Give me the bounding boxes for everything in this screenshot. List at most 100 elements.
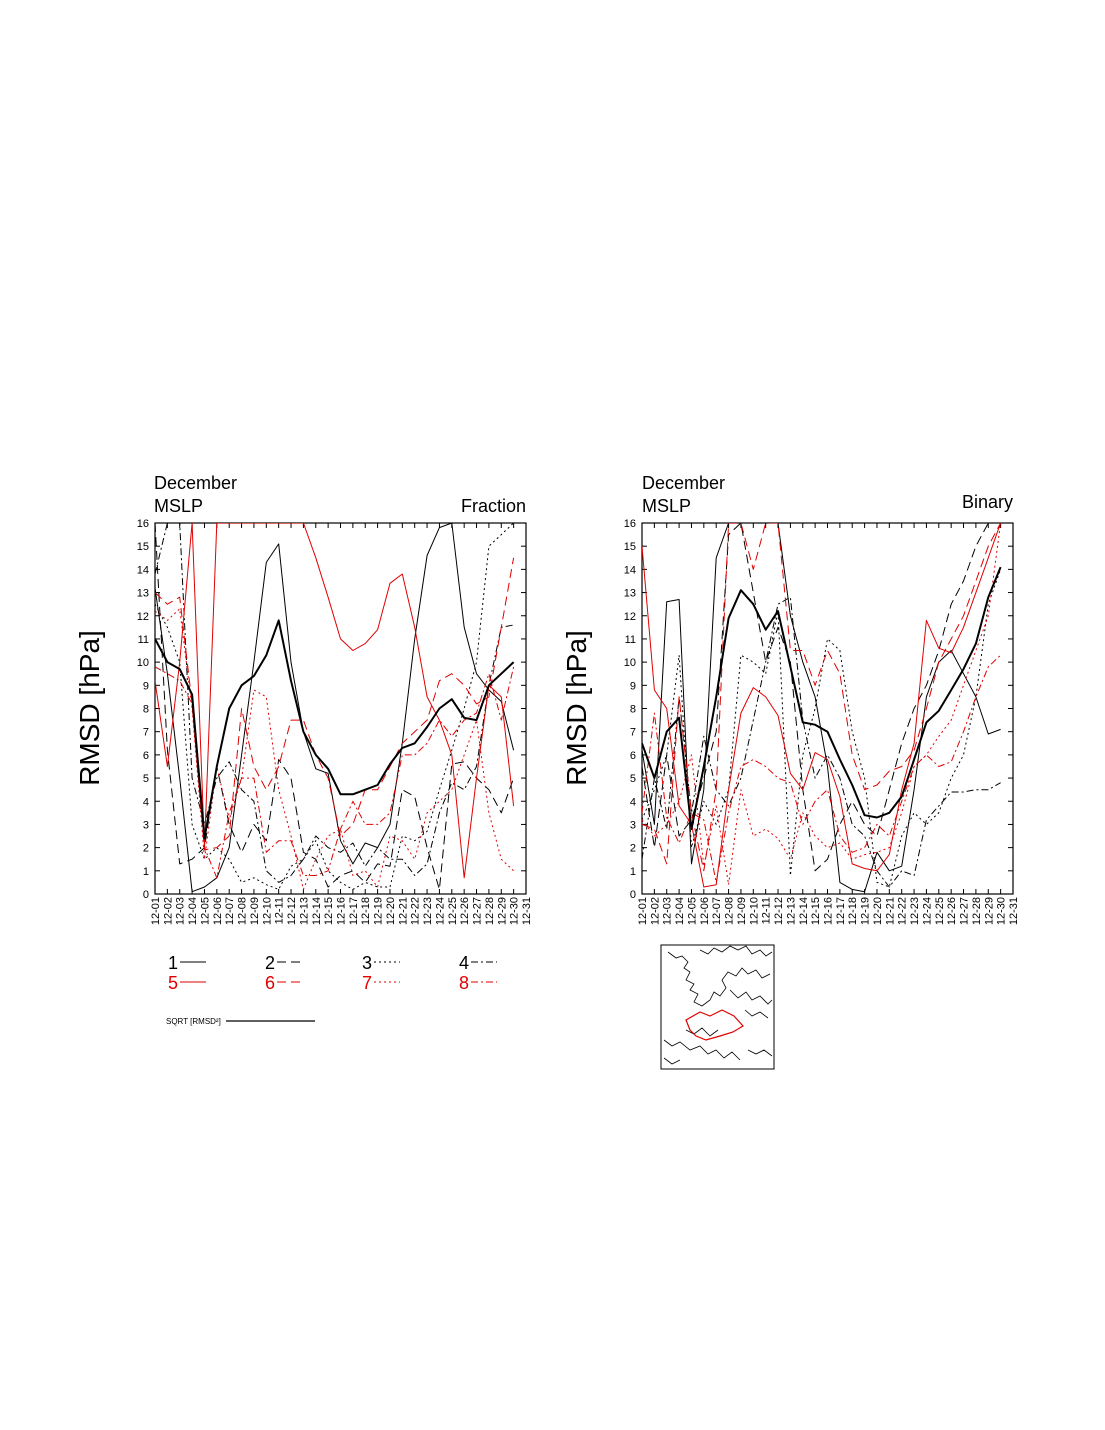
right-series-2 — [642, 523, 1001, 872]
region-map-inset — [660, 944, 775, 1070]
left-series-5 — [155, 523, 515, 879]
legend-label-5: 5 — [168, 973, 178, 993]
left-y-tick-label: 7 — [143, 727, 149, 739]
left-x-tick-label: 12-13 — [298, 897, 310, 925]
left-x-tick-label: 12-20 — [385, 897, 397, 925]
left-y-tick-label: 15 — [137, 541, 149, 553]
left-y-tick-label: 8 — [143, 704, 149, 716]
right-y-tick-label: 5 — [630, 773, 636, 785]
left-x-tick-label: 12-01 — [150, 897, 162, 925]
map-frame — [660, 944, 775, 1070]
right-title-line1: December — [642, 473, 725, 493]
right-x-tick-label: 12-25 — [934, 897, 946, 925]
legend-label-3: 3 — [362, 953, 372, 973]
left-x-tick-label: 12-29 — [496, 897, 508, 925]
left-series-3 — [155, 523, 514, 890]
right-x-tick-label: 12-15 — [810, 897, 822, 925]
right-y-tick-label: 0 — [630, 889, 636, 901]
right-x-tick-label: 12-27 — [959, 897, 971, 925]
right-x-tick-label: 12-21 — [884, 897, 896, 925]
right-plot-frame — [641, 522, 1014, 895]
left-y-axis-label: RMSD [hPa] — [74, 630, 105, 786]
right-series-1 — [642, 523, 1001, 893]
right-series-7 — [642, 523, 1002, 886]
right-x-tick-label: 12-17 — [835, 897, 847, 925]
left-x-tick-label: 12-04 — [187, 897, 199, 925]
right-y-tick-label: 3 — [630, 819, 636, 831]
legend-label-7: 7 — [362, 973, 372, 993]
left-x-tick-label: 12-27 — [472, 897, 484, 925]
left-y-tick-label: 2 — [143, 843, 149, 855]
left-x-tick-label: 12-21 — [397, 897, 409, 925]
right-series-5 — [642, 523, 1002, 888]
left-x-tick-label: 12-24 — [434, 897, 446, 925]
right-x-tick-label: 12-19 — [860, 897, 872, 925]
right-x-tick-label: 12-05 — [686, 897, 698, 925]
legend-label-6: 6 — [265, 973, 275, 993]
left-y-tick-label: 12 — [137, 611, 149, 623]
right-x-tick-label: 12-10 — [748, 897, 760, 925]
left-y-tick-label: 16 — [137, 518, 149, 530]
left-title-right: Fraction — [461, 496, 526, 516]
sqrt-legend-label: SQRT [RMSD²] — [166, 1017, 221, 1026]
right-x-tick-label: 12-02 — [649, 897, 661, 925]
right-title-right: Binary — [962, 492, 1013, 512]
right-x-tick-label: 12-04 — [674, 897, 686, 925]
right-y-tick-label: 6 — [630, 750, 636, 762]
right-y-tick-label: 10 — [624, 657, 636, 669]
right-y-tick-label: 14 — [624, 564, 636, 576]
right-x-tick-label: 12-14 — [798, 897, 810, 925]
left-series-sqrt-rmsd — [155, 619, 515, 840]
right-y-tick-label: 1 — [630, 866, 636, 878]
left-title-line1: December — [154, 473, 237, 493]
left-y-tick-label: 10 — [137, 657, 149, 669]
right-y-tick-label: 4 — [630, 796, 636, 808]
left-x-tick-label: 12-03 — [175, 897, 187, 925]
legend-label-1: 1 — [168, 953, 178, 973]
left-y-tick-label: 4 — [143, 796, 149, 808]
left-x-tick-label: 12-15 — [323, 897, 335, 925]
right-x-tick-label: 12-12 — [773, 897, 785, 925]
right-y-tick-label: 8 — [630, 704, 636, 716]
right-y-axis-label: RMSD [hPa] — [561, 630, 592, 786]
legend-label-2: 2 — [265, 953, 275, 973]
right-x-tick-label: 12-03 — [662, 897, 674, 925]
left-series-7 — [155, 608, 514, 890]
map-coastline — [663, 945, 773, 1065]
right-x-tick-label: 12-08 — [724, 897, 736, 925]
left-y-tick-label: 9 — [143, 680, 149, 692]
left-x-tick-label: 12-02 — [162, 897, 174, 925]
right-x-tick-label: 12-06 — [699, 897, 711, 925]
right-series-4 — [642, 596, 1001, 888]
left-y-tick-label: 14 — [137, 564, 149, 576]
right-x-tick-label: 12-07 — [711, 897, 723, 925]
right-x-tick-label: 12-31 — [1008, 897, 1020, 925]
right-x-tick-label: 12-18 — [847, 897, 859, 925]
left-series-8 — [155, 666, 515, 879]
right-x-tick-label: 12-11 — [761, 897, 773, 924]
left-x-tick-label: 12-17 — [348, 897, 360, 925]
right-y-tick-label: 9 — [630, 680, 636, 692]
left-x-tick-label: 12-26 — [459, 897, 471, 925]
left-y-tick-label: 13 — [137, 588, 149, 600]
legend-label-4: 4 — [459, 953, 469, 973]
left-y-tick-label: 5 — [143, 773, 149, 785]
left-y-tick-label: 3 — [143, 819, 149, 831]
left-y-tick-label: 0 — [143, 889, 149, 901]
right-y-tick-label: 15 — [624, 541, 636, 553]
left-y-tick-label: 11 — [138, 634, 149, 646]
right-x-tick-label: 12-29 — [983, 897, 995, 925]
left-x-tick-label: 12-12 — [286, 897, 298, 925]
right-series-6 — [642, 523, 1002, 872]
right-series-sqrt-rmsd — [642, 566, 1002, 831]
left-x-tick-label: 12-07 — [224, 897, 236, 925]
right-x-tick-label: 12-26 — [946, 897, 958, 925]
left-x-tick-label: 12-11 — [274, 897, 286, 924]
left-x-tick-label: 12-05 — [199, 897, 211, 925]
left-x-tick-label: 12-16 — [336, 897, 348, 925]
left-x-tick-label: 12-18 — [360, 897, 372, 925]
right-x-tick-label: 12-24 — [921, 897, 933, 925]
right-x-tick-label: 12-20 — [872, 897, 884, 925]
